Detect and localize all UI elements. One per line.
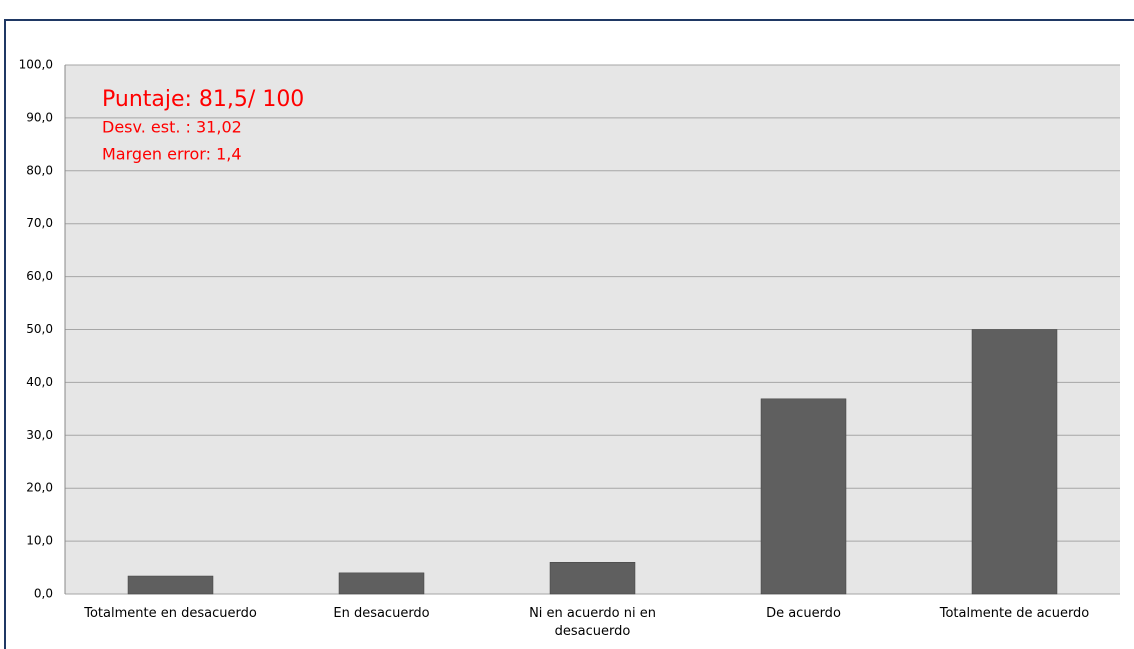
y-tick-label: 10,0 [26,534,53,548]
y-tick-label: 80,0 [26,163,53,177]
y-tick-label: 60,0 [26,269,53,283]
y-tick-label: 70,0 [26,216,53,230]
bar [549,562,636,595]
frame [4,19,1134,649]
annotation: Puntaje: 81,5/ 100 [102,87,304,112]
x-tick-label: Totalmente en desacuerdo [84,606,257,621]
x-tick-label: De acuerdo [766,606,841,621]
y-tick-label: 40,0 [26,375,53,389]
y-tick-label: 0,0 [34,587,53,601]
y-tick-label: 50,0 [26,322,53,336]
x-tick-label: Ni en acuerdo ni en desacuerdo [529,606,656,639]
bar [127,575,214,595]
x-tick-label: En desacuerdo [333,606,430,621]
y-tick-label: 90,0 [26,110,53,124]
y-tick-label: 20,0 [26,481,53,495]
annotation: Desv. est. : 31,02 [102,118,242,137]
x-tick-label: Totalmente de acuerdo [939,606,1090,621]
bar [971,329,1058,595]
bar [338,572,425,595]
annotation: Margen error: 1,4 [102,145,242,164]
y-tick-label: 100,0 [19,58,53,72]
bar [760,398,847,595]
y-tick-label: 30,0 [26,428,53,442]
